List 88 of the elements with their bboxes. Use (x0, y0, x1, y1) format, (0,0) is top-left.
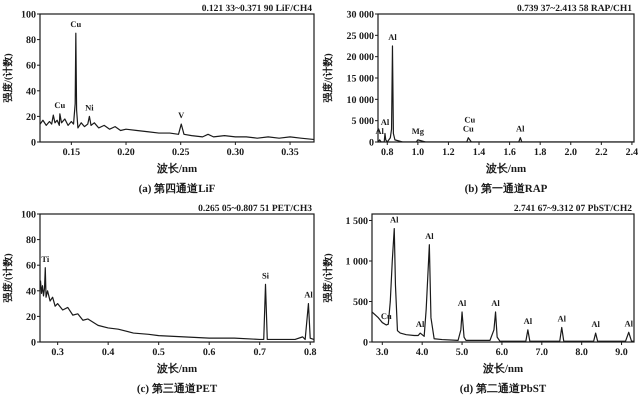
annotation: V (178, 110, 186, 120)
y-tick-label: 1 000 (346, 256, 368, 268)
chart-subtitle: 0.265 05~0.807 51 PET/CH3 (198, 204, 312, 214)
x-tick-label: 1.8 (534, 147, 546, 158)
x-tick-label: 0.7 (253, 347, 266, 358)
annotation: Al (390, 214, 400, 225)
y-axis-title: 强度/(计数) (322, 53, 334, 103)
annotation: Al (516, 124, 526, 134)
y-tick-label: 500 (353, 296, 368, 308)
annotation: Cu (70, 19, 82, 30)
annotation: Cu (462, 124, 474, 134)
x-axis-title: 波长/nm (156, 362, 198, 375)
y-tick-label: 80 (26, 35, 36, 46)
x-tick-label: 0.15 (62, 147, 80, 158)
y-tick-label: 0 (369, 138, 374, 148)
x-tick-label: 8.0 (575, 347, 588, 358)
y-tick-label: 60 (26, 260, 36, 272)
annotation: Al (416, 319, 426, 330)
chart-subtitle: 2.741 67~9.312 07 PbST/CH2 (514, 204, 632, 214)
y-tick-label: 10 000 (346, 94, 374, 106)
chart-subtitle: 0.739 37~2.413 58 RAP/CH1 (517, 4, 632, 14)
x-axis-title: 波长/nm (156, 162, 198, 175)
x-tick-label: 1.6 (503, 147, 516, 158)
y-axis-title: 强度/(计数) (2, 253, 14, 303)
annotation: Al (425, 230, 434, 241)
x-tick-label: 9.0 (615, 347, 628, 358)
x-tick-label: 1.0 (412, 147, 424, 158)
annotation: Al (304, 290, 314, 300)
x-tick-label: 4.0 (416, 347, 428, 358)
x-axis-title: 波长/nm (484, 162, 526, 175)
annotation: Si (262, 270, 270, 280)
text: (d) 第二通道PbST (460, 382, 547, 395)
y-tick-label: 40 (26, 86, 36, 98)
y-tick-label: 80 (26, 235, 36, 246)
y-tick-label: 100 (21, 10, 36, 20)
x-tick-label: 0.8 (304, 347, 316, 358)
x-tick-label: 0.8 (381, 147, 394, 158)
x-tick-label: 3.0 (376, 347, 389, 358)
y-tick-label: 15 000 (346, 74, 374, 84)
x-tick-label: 6.0 (496, 347, 508, 358)
x-tick-label: 1.4 (472, 147, 486, 158)
annotation: Ti (41, 254, 50, 264)
x-tick-label: 2.4 (626, 147, 638, 158)
annotation: Ni (85, 102, 94, 112)
x-tick-label: 0.25 (172, 147, 190, 158)
y-tick-label: 1 500 (346, 216, 368, 227)
y-tick-label: 0 (31, 138, 36, 148)
annotation: Al (524, 316, 533, 326)
x-tick-label: 1.2 (442, 147, 455, 158)
y-tick-label: 40 (26, 286, 36, 298)
x-tick-label: 0.3 (51, 347, 64, 358)
y-tick-label: 5 000 (352, 116, 374, 128)
annotation: Cu (464, 114, 476, 125)
text: (c) 第三通道PET (136, 382, 218, 395)
y-axis-title: 强度/(计数) (322, 253, 334, 303)
annotation: Al (557, 313, 567, 324)
x-tick-label: 7.0 (536, 347, 548, 358)
x-tick-label: 0.35 (281, 147, 299, 158)
annotation: Al (591, 319, 601, 330)
text: (a) 第四通道LiF (138, 182, 216, 195)
y-tick-label: 25 000 (346, 30, 374, 42)
y-tick-label: 20 000 (346, 52, 374, 64)
annotation: Al (624, 318, 634, 328)
y-axis-title: 强度/(计数) (2, 53, 14, 103)
annotation: Cu (54, 100, 66, 110)
y-tick-label: 0 (31, 338, 36, 348)
annotation: Al (380, 116, 390, 127)
text: (b) 第一通道RAP (464, 182, 548, 195)
x-tick-label: 2.0 (564, 147, 578, 158)
y-tick-label: 20 (26, 112, 36, 123)
x-tick-label: 5.0 (456, 347, 468, 358)
annotation: Mg (412, 126, 425, 136)
x-tick-label: 0.5 (152, 347, 165, 358)
x-tick-label: 0.30 (226, 147, 244, 158)
x-tick-label: 2.2 (595, 147, 608, 158)
annotation: Al (458, 298, 467, 308)
annotation: Al (388, 32, 398, 42)
x-tick-label: 0.6 (202, 347, 216, 358)
y-tick-label: 60 (26, 60, 36, 72)
chart-subtitle: 0.121 33~0.371 90 LiF/CH4 (202, 4, 312, 14)
x-tick-label: 0.4 (102, 347, 114, 358)
x-tick-label: 0.20 (117, 147, 135, 158)
annotation: Al (491, 298, 500, 308)
x-axis-title: 波长/nm (482, 362, 524, 375)
y-tick-label: 0 (363, 338, 368, 348)
y-tick-label: 100 (21, 210, 36, 220)
y-tick-label: 20 (26, 312, 36, 323)
y-tick-label: 30 000 (346, 10, 374, 20)
